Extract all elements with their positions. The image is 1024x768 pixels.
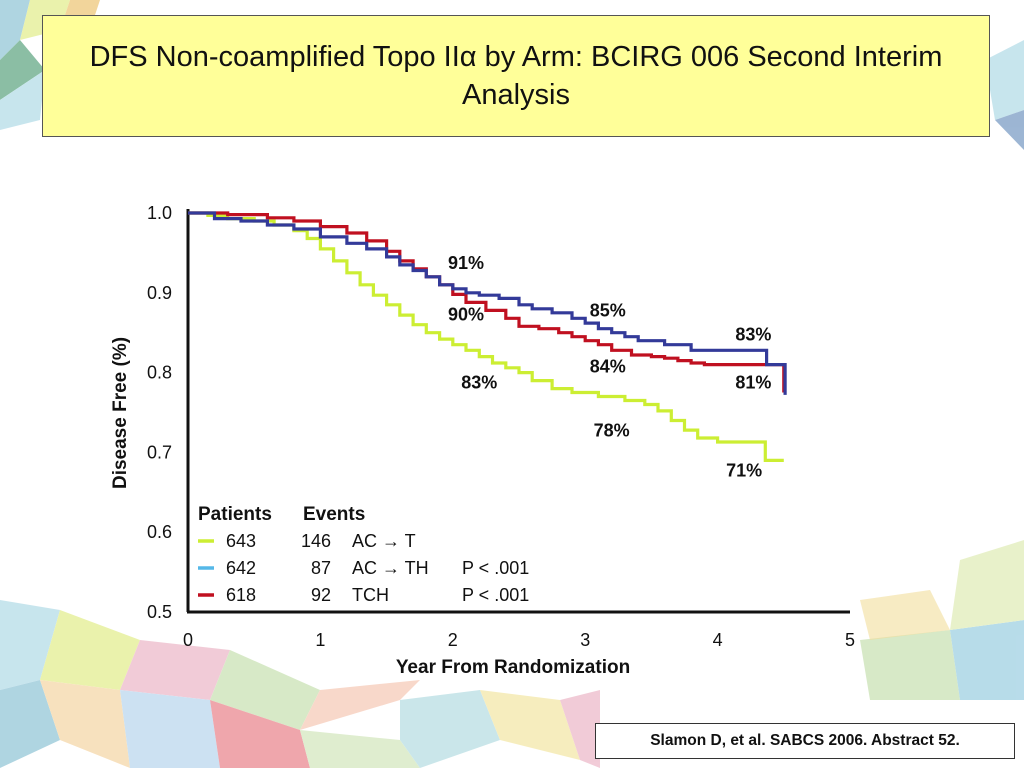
annotation-tch: 90% [448,305,484,325]
legend-patients: 618 [226,585,256,605]
y-tick-label: 0.8 [147,363,172,383]
annotation-tch: 84% [590,357,626,377]
legend-arm-name: AC → T [352,531,416,551]
annotation-ac-t: 83% [461,373,497,393]
annotation-ac-th: 85% [590,301,626,321]
series-line-tch [188,211,786,393]
legend-p-value: P < .001 [462,558,529,578]
y-tick-label: 0.5 [147,602,172,622]
x-tick-label: 0 [183,630,193,650]
annotation-ac-th: 83% [735,325,771,345]
citation: Slamon D, et al. SABCS 2006. Abstract 52… [595,723,1015,759]
x-tick-label: 4 [713,630,723,650]
x-tick-label: 5 [845,630,855,650]
legend-events: 87 [311,558,331,578]
y-tick-label: 0.9 [147,283,172,303]
x-tick-label: 1 [315,630,325,650]
legend-arm-name: TCH [352,585,389,605]
legend-header-patients: Patients [198,504,272,525]
legend-header-events: Events [303,504,365,525]
y-tick-label: 0.7 [147,442,172,462]
annotation-ac-th: 91% [448,253,484,273]
legend-arm-name: AC → TH [352,558,429,578]
x-tick-label: 3 [580,630,590,650]
legend-patients: 643 [226,531,256,551]
series-line-ac-th [188,211,787,395]
legend-events: 92 [311,585,331,605]
legend-events: 146 [301,531,331,551]
annotation-tch: 81% [735,373,771,393]
chart-title: DFS Non-coamplified Topo IIα by Arm: BCI… [89,41,943,111]
legend-p-value: P < .001 [462,585,529,605]
annotation-ac-t: 78% [594,420,630,440]
x-axis-label: Year From Randomization [396,657,630,678]
x-tick-label: 2 [448,630,458,650]
y-axis-label: Disease Free (%) [110,337,131,489]
title-box: DFS Non-coamplified Topo IIα by Arm: BCI… [42,15,990,137]
y-tick-label: 0.6 [147,522,172,542]
y-tick-label: 1.0 [147,203,172,223]
series-line-ac-t [188,211,784,462]
legend-patients: 642 [226,558,256,578]
annotation-ac-t: 71% [726,460,762,480]
